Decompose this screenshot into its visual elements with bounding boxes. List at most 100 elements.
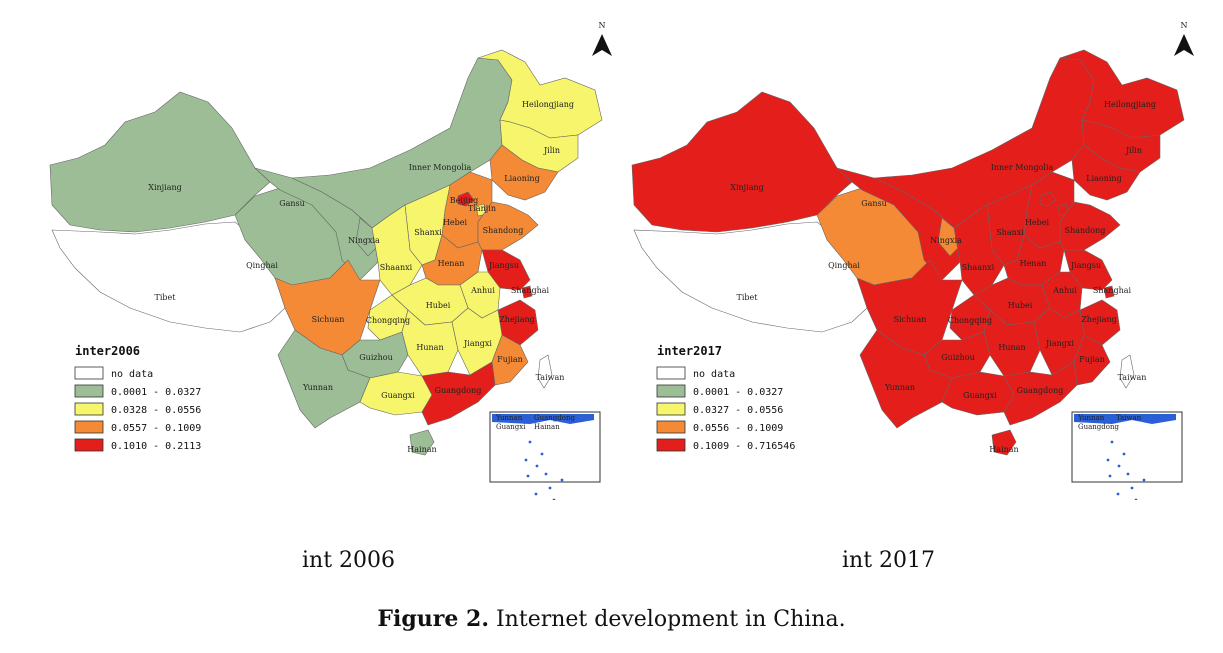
province-yunnan [277, 329, 371, 429]
province-label-hebei: Hebei [1025, 218, 1050, 227]
province-label-henan: Henan [438, 259, 465, 268]
province-ningxia [937, 217, 961, 257]
province-label-guangxi: Guangxi [381, 391, 415, 400]
province-label-xinjiang: Xinjiang [730, 183, 764, 192]
province-label-shandong: Shandong [1065, 226, 1106, 235]
province-shanghai [1103, 285, 1115, 299]
province-label-jiangsu: Jiangsu [488, 261, 519, 270]
province-label-jilin: Jilin [543, 146, 560, 155]
province-ningxia [355, 217, 379, 257]
legend-label: no data [111, 369, 153, 380]
legend-swatch [74, 402, 104, 416]
legend-swatch [656, 366, 686, 380]
figure-caption-text: Internet development in China. [489, 607, 846, 632]
legend: inter2006 no data 0.0001 - 0.0327 0.0328 - … [74, 344, 201, 452]
north-arrow-icon: N [592, 21, 612, 56]
province-taiwan [1119, 354, 1135, 389]
inset-label: Hainan [534, 423, 560, 431]
province-label-xinjiang: Xinjiang [148, 183, 182, 192]
legend-swatch [74, 366, 104, 380]
province-hainan [409, 429, 435, 456]
province-label-tibet: Tibet [737, 293, 759, 302]
province-label-sichuan: Sichuan [894, 315, 927, 324]
legend-swatch [656, 420, 686, 434]
inset-label: Yunnan [495, 414, 523, 422]
legend-label: 0.1010 - 0.2113 [111, 441, 201, 452]
legend-swatch [656, 402, 686, 416]
province-label-ningxia: Ningxia [348, 236, 380, 245]
province-label-gansu: Gansu [861, 199, 887, 208]
province-label-tianjin: Tianjin [468, 204, 496, 213]
province-label-hubei: Hubei [426, 301, 451, 310]
province-label-guangxi: Guangxi [963, 391, 997, 400]
province-label-inner-mongolia: Inner Mongolia [991, 163, 1054, 172]
province-label-shaanxi: Shaanxi [380, 263, 413, 272]
province-label-fujian: Fujian [1079, 355, 1105, 364]
province-label-jiangsu: Jiangsu [1070, 261, 1101, 270]
legend-label: 0.0328 - 0.0556 [111, 405, 201, 416]
inset-map: Yunnan Guangdong Guangxi Hainan [489, 411, 601, 500]
province-label-guizhou: Guizhou [359, 353, 392, 362]
province-label-heilongjiang: Heilongjiang [1104, 100, 1156, 109]
inset-label: Taiwan [1116, 414, 1142, 422]
province-label-jiangxi: Jiangxi [1045, 339, 1074, 348]
legend-label: 0.0001 - 0.0327 [111, 387, 201, 398]
legend-label: 0.0001 - 0.0327 [693, 387, 783, 398]
figure-caption: Figure 2. Internet development in China. [0, 606, 1223, 632]
province-label-tibet: Tibet [155, 293, 177, 302]
province-label-sichuan: Sichuan [312, 315, 345, 324]
province-shaanxi [953, 204, 1005, 296]
province-taiwan [537, 354, 553, 389]
province-label-chongqing: Chongqing [366, 316, 410, 325]
province-shanghai [521, 285, 533, 299]
province-label-liaoning: Liaoning [1086, 174, 1121, 183]
inset-label: Yunnan [1077, 414, 1105, 422]
province-beijing [1039, 191, 1057, 207]
province-label-shaanxi: Shaanxi [962, 263, 995, 272]
province-yunnan [859, 329, 953, 429]
province-label-chongqing: Chongqing [948, 316, 992, 325]
province-label-anhui: Anhui [1052, 286, 1077, 295]
province-label-yunnan: Yunnan [884, 383, 915, 392]
province-label-guangdong: Guangdong [1017, 386, 1064, 395]
province-tibet [633, 221, 868, 333]
legend-swatch [74, 384, 104, 398]
legend-swatch [656, 438, 686, 452]
inset-label: Guangxi [496, 423, 526, 431]
legend-title: inter2006 [75, 344, 140, 358]
subcaption-2017: int 2017 [842, 548, 936, 573]
province-label-shanxi: Shanxi [996, 228, 1024, 237]
figure-number: Figure 2. [377, 606, 489, 632]
province-label-anhui: Anhui [470, 286, 495, 295]
inset-label: Guangdong [1078, 423, 1119, 431]
province-label-hainan: Hainan [989, 445, 1018, 454]
province-hainan [991, 429, 1017, 456]
subcaption-2006: int 2006 [302, 548, 396, 573]
province-liaoning [1071, 144, 1141, 201]
province-label-hubei: Hubei [1008, 301, 1033, 310]
province-label-liaoning: Liaoning [504, 174, 539, 183]
legend-swatch [74, 438, 104, 452]
province-label-inner-mongolia: Inner Mongolia [409, 163, 472, 172]
province-label-jilin: Jilin [1125, 146, 1142, 155]
province-label-guangdong: Guangdong [435, 386, 482, 395]
province-label-jiangxi: Jiangxi [463, 339, 492, 348]
province-label-heilongjiang: Heilongjiang [522, 100, 574, 109]
inset-label: Guangdong [534, 414, 575, 422]
province-label-hainan: Hainan [407, 445, 436, 454]
province-label-qinghai: Qinghai [246, 261, 278, 270]
legend-title: inter2017 [657, 344, 722, 358]
province-label-zhejiang: Zhejiang [1081, 315, 1117, 324]
north-label: N [599, 21, 606, 30]
province-guangdong [1003, 361, 1078, 426]
map-2006: Xinjiang Tibet Qinghai Gansu Inner Mongolia H… [30, 10, 630, 500]
legend-swatch [74, 420, 104, 434]
province-xinjiang [49, 91, 271, 233]
province-label-hebei: Hebei [443, 218, 468, 227]
legend-label: 0.0557 - 0.1009 [111, 423, 201, 434]
province-tibet [51, 221, 286, 333]
province-label-beijing: Beijing [450, 196, 478, 205]
province-guangdong [421, 361, 496, 426]
legend-label: 0.1009 - 0.716546 [693, 441, 795, 452]
